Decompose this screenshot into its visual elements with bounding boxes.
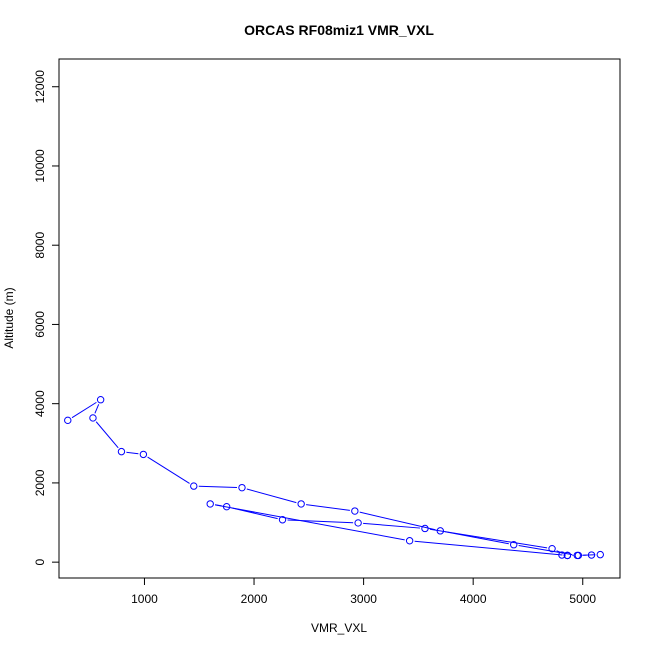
data-point bbox=[139, 450, 148, 459]
data-point bbox=[278, 516, 287, 524]
data-point bbox=[89, 414, 97, 422]
data-point bbox=[558, 551, 566, 559]
x-tick-label: 4000 bbox=[460, 592, 487, 606]
y-tick-label: 12000 bbox=[33, 70, 47, 104]
data-point bbox=[563, 551, 572, 560]
data-point bbox=[96, 396, 105, 404]
series-line-segment bbox=[518, 545, 573, 556]
data-point bbox=[297, 500, 305, 508]
series-line-segment bbox=[429, 528, 548, 549]
data-point bbox=[222, 502, 231, 511]
x-axis-label: VMR_VXL bbox=[311, 621, 367, 635]
data-point bbox=[421, 524, 429, 533]
data-point bbox=[436, 527, 445, 535]
data-point bbox=[548, 544, 556, 553]
data-point bbox=[596, 550, 604, 559]
y-tick-label: 4000 bbox=[33, 390, 47, 417]
x-tick-label: 3000 bbox=[350, 592, 377, 606]
x-tick-label: 1000 bbox=[131, 592, 158, 606]
y-tick-label: 2000 bbox=[33, 469, 47, 496]
series-line-segment bbox=[95, 421, 119, 449]
data-point bbox=[354, 519, 362, 527]
data-point bbox=[117, 447, 126, 456]
series-line-segment bbox=[94, 404, 100, 414]
series-line-segment bbox=[215, 504, 405, 541]
plot-frame bbox=[58, 58, 621, 579]
data-point bbox=[206, 500, 214, 508]
series-line-segment bbox=[414, 540, 563, 556]
y-tick-label: 0 bbox=[33, 558, 47, 565]
series-line-segment bbox=[246, 488, 297, 504]
data-point bbox=[238, 483, 246, 492]
series-line-segment bbox=[71, 401, 97, 419]
series-line-segment bbox=[306, 504, 350, 511]
x-tick-label: 5000 bbox=[569, 592, 596, 606]
data-point bbox=[190, 482, 198, 490]
y-tick-label: 10000 bbox=[33, 149, 47, 183]
plot-area: 1000 2000 3000 4000 5000 0 2000 4000 6000 8000 100… bbox=[33, 58, 621, 606]
data-point bbox=[351, 507, 359, 515]
series-line-segment bbox=[198, 485, 238, 489]
data-point bbox=[405, 537, 414, 545]
series-line-segment bbox=[359, 511, 436, 531]
y-tick-label: 8000 bbox=[33, 232, 47, 259]
series-line-segment bbox=[126, 451, 139, 455]
data-point bbox=[587, 551, 596, 559]
data-point bbox=[574, 551, 583, 560]
y-axis-label: Altitude (m) bbox=[2, 287, 16, 348]
x-tick-label: 2000 bbox=[241, 592, 268, 606]
data-point bbox=[510, 541, 518, 549]
series-line-segment bbox=[363, 522, 421, 529]
series-line-segment bbox=[147, 456, 190, 484]
data-point bbox=[64, 416, 72, 425]
chart-title: ORCAS RF08miz1 VMR_VXL bbox=[244, 22, 434, 38]
y-tick-label: 6000 bbox=[33, 311, 47, 338]
